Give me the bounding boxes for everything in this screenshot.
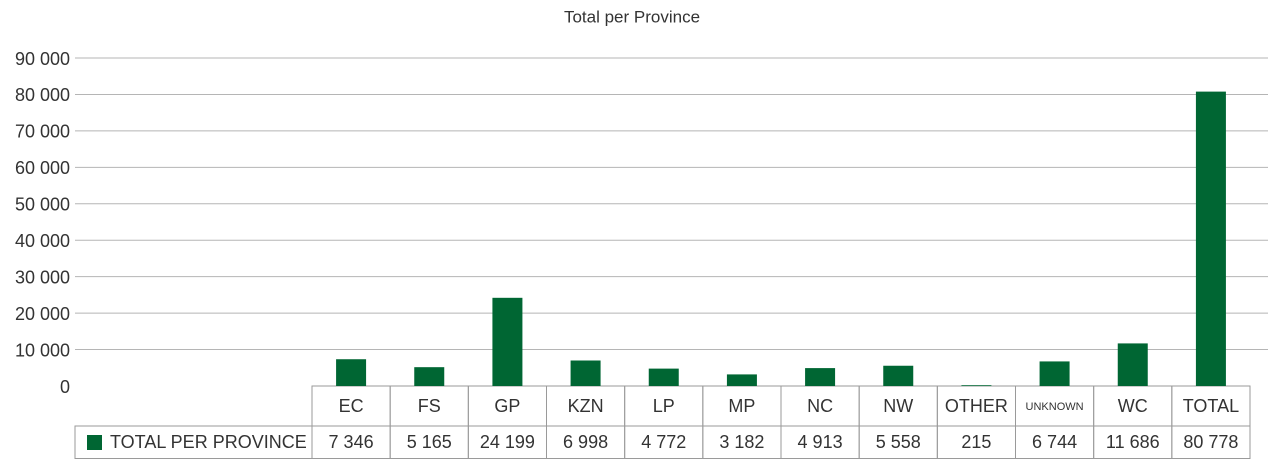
data-label: 5 165 [407,432,452,452]
bar [336,359,367,386]
bar [1039,361,1070,386]
data-label: 4 772 [641,432,686,452]
x-tick-label: UNKNOWN [1026,401,1084,413]
bar [883,365,914,386]
y-tick-label: 40 000 [15,231,70,251]
y-tick-label: 60 000 [15,158,70,178]
data-label: 6 744 [1032,432,1077,452]
legend-label: TOTAL PER PROVINCE [110,432,307,452]
data-label: 7 346 [329,432,374,452]
x-tick-label: NC [807,396,833,416]
x-tick-label: TOTAL [1183,396,1239,416]
bar [648,368,679,386]
y-tick-label: 0 [60,377,70,397]
chart-title: Total per Province [564,7,700,26]
bar [414,367,445,386]
bar [805,368,836,386]
bar [961,385,992,386]
x-tick-label: GP [494,396,520,416]
bar [570,360,601,386]
x-tick-label: NW [883,396,913,416]
data-label: 24 199 [480,432,535,452]
y-tick-label: 70 000 [15,122,70,142]
bar [1195,91,1226,386]
y-tick-label: 30 000 [15,267,70,287]
data-label: 3 182 [719,432,764,452]
data-label: 215 [961,432,991,452]
y-tick-label: 10 000 [15,340,70,360]
x-tick-label: WC [1118,396,1148,416]
data-label: 6 998 [563,432,608,452]
data-label: 5 558 [876,432,921,452]
y-tick-label: 50 000 [15,195,70,215]
bar [726,374,757,386]
data-label: 80 778 [1183,432,1238,452]
x-tick-label: OTHER [945,396,1008,416]
x-tick-label: LP [653,396,675,416]
x-tick-label: MP [728,396,755,416]
x-tick-label: FS [418,396,441,416]
bar [1117,343,1148,386]
legend-swatch [87,435,102,450]
x-tick-label: KZN [568,396,604,416]
y-tick-label: 20 000 [15,304,70,324]
x-tick-label: EC [339,396,364,416]
data-label: 11 686 [1106,432,1160,452]
bar [492,297,523,386]
y-tick-label: 80 000 [15,85,70,105]
y-tick-label: 90 000 [15,49,70,69]
data-label: 4 913 [798,432,843,452]
